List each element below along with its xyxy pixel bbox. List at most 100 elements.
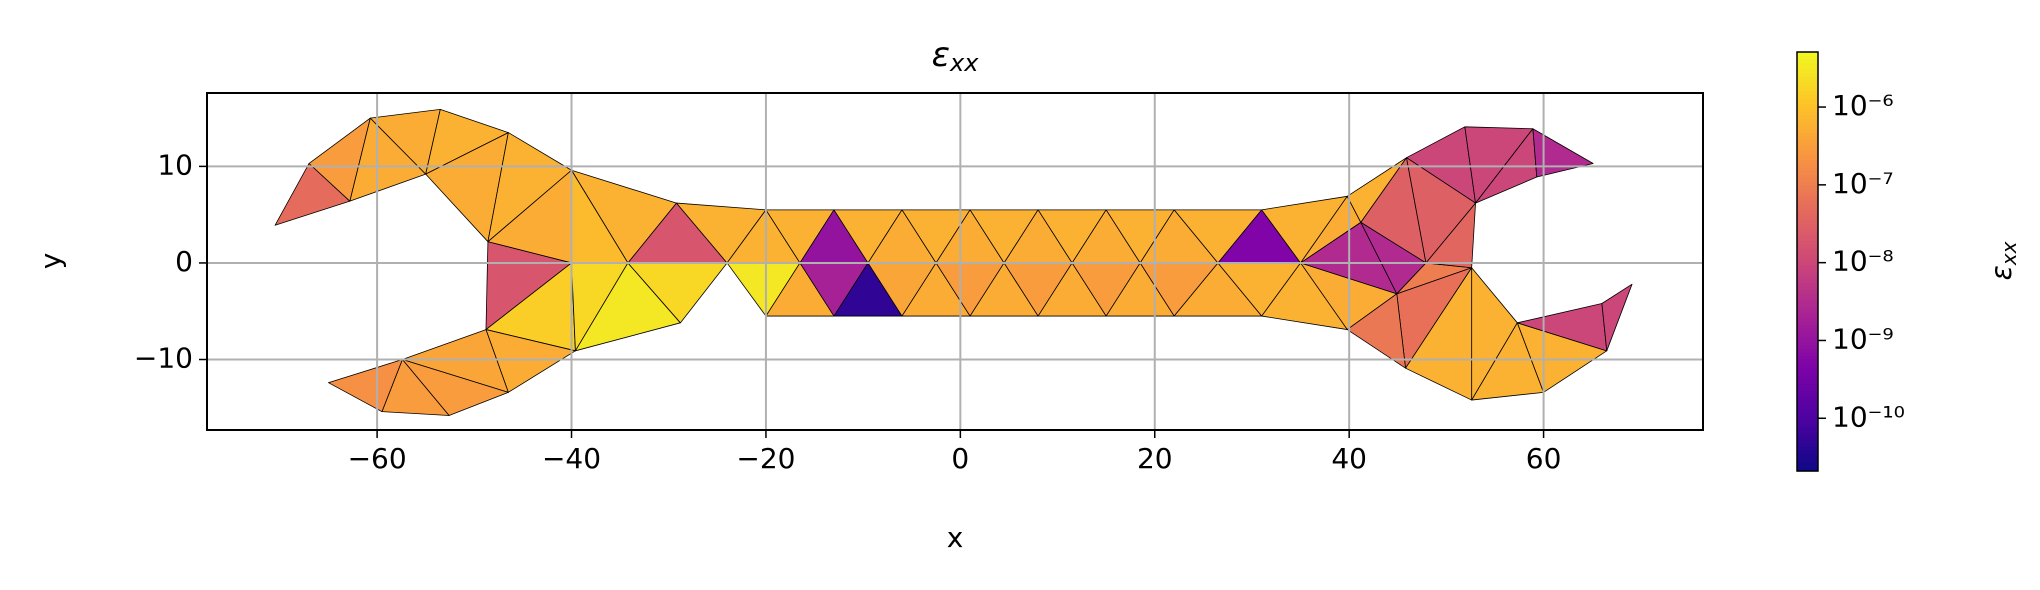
colorbar-segment <box>1797 90 1818 95</box>
colorbar-segment <box>1797 264 1818 270</box>
x-tick-label: 20 <box>1137 442 1173 475</box>
colorbar-segment <box>1797 251 1818 256</box>
colorbar-segment <box>1797 107 1818 112</box>
colorbar-segment <box>1797 226 1818 231</box>
colorbar-segment <box>1797 188 1818 193</box>
colorbar-segment <box>1797 292 1818 298</box>
colorbar-segment <box>1797 278 1818 284</box>
colorbar-frame <box>1796 51 1819 472</box>
colorbar-segment <box>1797 181 1818 186</box>
colorbar-segment <box>1797 317 1818 322</box>
colorbar-segment <box>1797 397 1818 402</box>
colorbar-segment <box>1797 177 1818 182</box>
colorbar-segment <box>1797 285 1818 291</box>
x-tick-label: 60 <box>1526 442 1562 475</box>
mesh-triangle <box>1346 293 1406 369</box>
mesh-triangle <box>1405 267 1473 401</box>
colorbar-segment <box>1797 299 1818 304</box>
colorbar-segment <box>1797 237 1818 242</box>
colorbar-segment <box>1797 268 1818 273</box>
colorbar-segment <box>1797 163 1818 168</box>
colorbar-segment <box>1797 132 1818 137</box>
colorbar-segment <box>1797 247 1818 252</box>
colorbar-segment <box>1797 191 1818 196</box>
colorbar-segment <box>1797 55 1818 60</box>
colorbar-segment <box>1797 376 1818 381</box>
colorbar-segment <box>1797 345 1818 350</box>
colorbar-segment <box>1797 429 1818 434</box>
x-axis-label: x <box>947 521 964 554</box>
colorbar-segment <box>1797 422 1818 427</box>
mesh-triangle <box>1532 128 1594 178</box>
mesh-triangle <box>328 359 403 413</box>
axes-frame <box>206 92 1704 431</box>
colorbar-segment <box>1797 167 1818 172</box>
x-tick-label: −60 <box>348 442 407 475</box>
colorbar-segment <box>1797 401 1818 406</box>
x-tick-label: 40 <box>1331 442 1367 475</box>
colorbar-segment <box>1797 83 1818 88</box>
colorbar-segment <box>1797 436 1818 441</box>
colorbar-segment <box>1797 303 1818 308</box>
colorbar-segment <box>1797 100 1818 105</box>
colorbar-segment <box>1797 142 1818 147</box>
colorbar-tick-label: 10⁻⁶ <box>1832 89 1894 122</box>
colorbar-label: εxx <box>1985 241 2021 280</box>
colorbar-segment <box>1797 153 1818 158</box>
colorbar-segment <box>1797 418 1818 423</box>
mesh-triangle <box>1261 262 1348 330</box>
colorbar-segment <box>1797 425 1818 430</box>
colorbar-segment <box>1797 52 1818 57</box>
colorbar-segment <box>1797 411 1818 416</box>
colorbar-segment <box>1797 289 1818 294</box>
colorbar-segment <box>1797 160 1818 165</box>
colorbar-segment <box>1797 282 1818 287</box>
colorbar-segment <box>1797 244 1818 249</box>
colorbar-segment <box>1797 135 1818 140</box>
colorbar-segment <box>1797 331 1818 336</box>
colorbar-segment <box>1797 306 1818 311</box>
colorbar-segment <box>1797 320 1818 325</box>
colorbar-segment <box>1797 453 1818 458</box>
colorbar-segment <box>1797 93 1818 98</box>
title-subscript: xx <box>949 49 979 77</box>
colorbar-segment <box>1797 65 1818 71</box>
colorbar-segment <box>1797 254 1818 259</box>
colorbar-segment <box>1797 58 1818 64</box>
colorbar-segment <box>1797 86 1818 92</box>
mesh-triangle <box>1601 283 1633 352</box>
colorbar-segment <box>1797 327 1818 332</box>
colorbar-segment <box>1797 457 1818 462</box>
colorbar-segment <box>1797 334 1818 339</box>
colorbar-segment <box>1797 275 1818 280</box>
colorbar-subscript: xx <box>1997 241 2021 266</box>
colorbar-segment <box>1797 380 1818 385</box>
colorbar-segment <box>1797 195 1818 200</box>
y-tick-label: 0 <box>175 245 193 278</box>
colorbar-segment <box>1797 170 1818 175</box>
colorbar-segment <box>1797 460 1818 465</box>
colorbar-segment <box>1797 271 1818 277</box>
title-symbol: ε <box>932 35 950 75</box>
y-tick-label: 10 <box>157 148 193 181</box>
y-axis-label: y <box>34 253 67 270</box>
colorbar-segment <box>1797 446 1818 451</box>
colorbar-segment <box>1797 114 1818 119</box>
colorbar-segment <box>1797 341 1818 346</box>
colorbar-segment <box>1797 394 1818 399</box>
colorbar-segment <box>1797 184 1818 189</box>
colorbar-segment <box>1797 69 1818 74</box>
colorbar-segment <box>1797 146 1818 151</box>
colorbar-segment <box>1797 118 1818 123</box>
colorbar-segment <box>1797 359 1818 364</box>
colorbar-segment <box>1797 296 1818 301</box>
colorbar-segment <box>1797 76 1818 81</box>
colorbar-segment <box>1797 415 1818 420</box>
x-tick-label: 0 <box>951 442 969 475</box>
colorbar-segment <box>1797 149 1818 154</box>
colorbar-segment <box>1797 404 1818 409</box>
colorbar-segment <box>1797 387 1818 392</box>
colorbar-segment <box>1797 104 1818 109</box>
colorbar-segment <box>1797 219 1818 224</box>
colorbar-segment <box>1797 174 1818 179</box>
